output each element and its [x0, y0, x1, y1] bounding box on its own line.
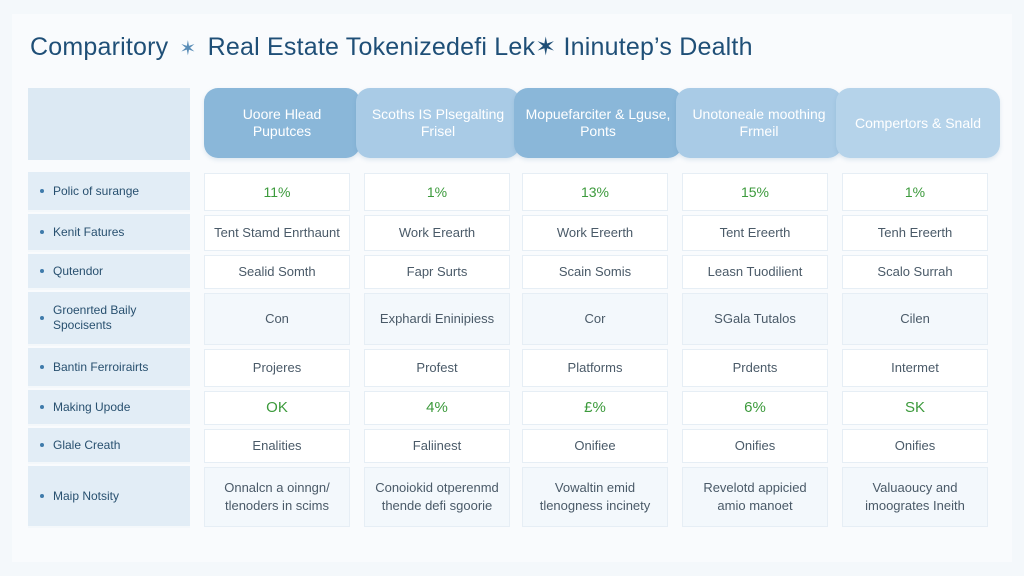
sparkle-icon: ✶	[179, 38, 197, 60]
bullet-icon	[40, 443, 44, 447]
table-cell: SK	[842, 391, 988, 425]
table-cell: Enalities	[204, 429, 350, 463]
column-header-3[interactable]: Mopuefarciter & Lguse, Ponts	[514, 88, 682, 158]
table-cell: Onifies	[682, 429, 828, 463]
table-cell: Fapr Surts	[364, 255, 510, 289]
column-header-4[interactable]: Unotoneale moothing Frmeil	[676, 88, 842, 158]
table-cell: Projeres	[204, 349, 350, 387]
table-cell: 1%	[842, 173, 988, 211]
table-cell: Prdents	[682, 349, 828, 387]
table-cell: Onifies	[842, 429, 988, 463]
row-label-text: Glale Creath	[53, 437, 121, 452]
table-cell: Tent Stamd Enrthaunt	[204, 215, 350, 251]
row-label: Qutendor	[28, 254, 190, 290]
table-cell: OK	[204, 391, 350, 425]
table-cell: Scain Somis	[522, 255, 668, 289]
table-cell: Intermet	[842, 349, 988, 387]
table-cell: Scalo Surrah	[842, 255, 988, 289]
row-label: Polic of surange	[28, 172, 190, 212]
row-label: Glale Creath	[28, 428, 190, 464]
table-cell: Onifiee	[522, 429, 668, 463]
column-header-1[interactable]: Uoore Hlead Puputces	[204, 88, 360, 158]
table-cell: Leasn Tuodilient	[682, 255, 828, 289]
table-cell: Revelotd appicied amio manoet	[682, 467, 828, 527]
table-cell: Cor	[522, 293, 668, 345]
table-cell: Conoiokid otperenmd thende defi sgoorie	[364, 467, 510, 527]
row-label-text: Making Upode	[53, 399, 131, 414]
table-cell: Tenh Ereerth	[842, 215, 988, 251]
row-label: Bantin Ferroirairts	[28, 348, 190, 388]
row-label: Maip Notsity	[28, 466, 190, 528]
table-cell: 1%	[364, 173, 510, 211]
table-cell: Con	[204, 293, 350, 345]
table-cell: Tent Ereerth	[682, 215, 828, 251]
table-cell: Sealid Somth	[204, 255, 350, 289]
table-cell: Exphardi Eninipiess	[364, 293, 510, 345]
table-cell: SGala Tutalos	[682, 293, 828, 345]
table-cell: 13%	[522, 173, 668, 211]
column-header-5[interactable]: Compertors & Snald	[836, 88, 1000, 158]
row-label: Making Upode	[28, 390, 190, 426]
table-cell: 4%	[364, 391, 510, 425]
table-cell: £%	[522, 391, 668, 425]
bullet-icon	[40, 269, 44, 273]
table-cell: Profest	[364, 349, 510, 387]
table-cell: 15%	[682, 173, 828, 211]
row-label-text: Maip Notsity	[53, 488, 120, 503]
table-cell: Vowaltin emid tlenogness incinety	[522, 467, 668, 527]
bullet-icon	[40, 405, 44, 409]
table-cell: Faliinest	[364, 429, 510, 463]
row-label-text: Polic of surange	[53, 183, 140, 198]
row-label-text: Kenit Fatures	[53, 224, 125, 239]
row-label-text: Groenrted Baily Spocisents	[53, 303, 137, 332]
row-label-text: Qutendor	[53, 263, 104, 278]
table-cell: Work Ereerth	[522, 215, 668, 251]
title-part-2: Real Estate Tokenizedefi Lek✶ Ininutep’s…	[207, 33, 753, 61]
table-cell: Onnalcn a oinngn/ tlenoders in scims	[204, 467, 350, 527]
bullet-icon	[40, 365, 44, 369]
bullet-icon	[40, 230, 44, 234]
table-cell: 6%	[682, 391, 828, 425]
table-cell: Valuaoucy and imoogrates Ineith	[842, 467, 988, 527]
table-cell: Cilen	[842, 293, 988, 345]
title-part-1: Comparitory	[30, 33, 169, 61]
bullet-icon	[40, 494, 44, 498]
table-cell: 11%	[204, 173, 350, 211]
column-header-2[interactable]: Scoths IS Plsegalting Frisel	[356, 88, 520, 158]
table-corner-cell	[28, 88, 190, 160]
bullet-icon	[40, 189, 44, 193]
table-cell: Platforms	[522, 349, 668, 387]
row-label: Groenrted Baily Spocisents	[28, 292, 190, 346]
row-label: Kenit Fatures	[28, 214, 190, 252]
table-cell: Work Erearth	[364, 215, 510, 251]
row-label-text: Bantin Ferroirairts	[53, 359, 149, 374]
bullet-icon	[40, 316, 44, 320]
page-title: Comparitory ✶ Real Estate Tokenizedefi L…	[30, 32, 753, 62]
